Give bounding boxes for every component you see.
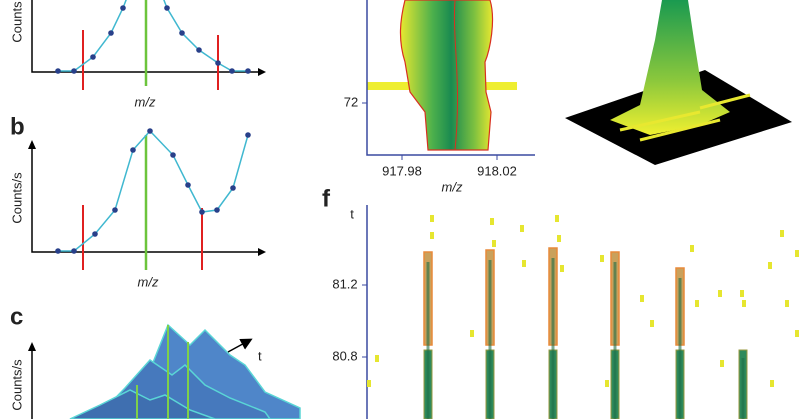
speck <box>430 215 434 222</box>
peak-layer <box>69 389 216 419</box>
sample-point <box>196 47 202 53</box>
sample-point <box>130 147 136 153</box>
trace-core <box>426 262 430 419</box>
axis-arrow <box>258 68 266 76</box>
sample-point <box>164 5 170 11</box>
contour <box>453 0 459 151</box>
sample-point <box>90 54 96 60</box>
sample-point <box>108 30 114 36</box>
speck <box>557 235 561 242</box>
trace-core <box>678 278 682 419</box>
sample-point <box>229 68 235 74</box>
y-tick-label: 80.8 <box>332 348 357 363</box>
panel-label: c <box>10 303 23 330</box>
sample-point <box>230 185 236 191</box>
axis-arrow <box>28 342 36 351</box>
speck <box>770 380 774 387</box>
speck <box>367 380 371 387</box>
x-label: m/z <box>138 274 159 289</box>
y-label: Counts <box>9 1 24 43</box>
trace-core <box>741 358 745 419</box>
y-tick-label: 72 <box>344 94 358 109</box>
speck <box>492 240 496 247</box>
speck <box>785 300 789 307</box>
speck <box>605 380 609 387</box>
sample-point <box>55 68 61 74</box>
surface-peak <box>610 0 730 135</box>
arrow-label: t <box>258 348 262 363</box>
trace-core <box>551 258 555 419</box>
profile-curve <box>58 0 248 72</box>
sample-point <box>147 128 153 134</box>
sample-point <box>215 60 221 66</box>
speck <box>520 225 524 232</box>
y-label: t <box>350 206 354 221</box>
trace-core <box>488 260 492 419</box>
speck <box>690 245 694 252</box>
sample-point <box>245 132 251 138</box>
axes <box>31 143 262 253</box>
trace-core <box>613 262 617 419</box>
speck <box>780 230 784 237</box>
speck <box>555 215 559 222</box>
panel-label: b <box>10 113 25 140</box>
speck <box>600 255 604 262</box>
sample-point <box>92 231 98 237</box>
sample-point <box>120 5 126 11</box>
sample-point <box>245 68 251 74</box>
x-tick-label: 917.98 <box>382 163 422 178</box>
sample-point <box>55 248 61 254</box>
speck <box>522 260 526 267</box>
center-line <box>136 325 189 419</box>
speck <box>720 360 724 367</box>
x-label: m/z <box>442 179 463 194</box>
speck <box>740 290 744 297</box>
heatmap-blob <box>399 0 494 151</box>
speck <box>375 355 379 362</box>
surface-streaks <box>619 93 751 142</box>
profile-curve <box>58 129 249 252</box>
sample-point <box>199 209 205 215</box>
tick-marks <box>362 102 498 160</box>
sample-point <box>214 207 220 213</box>
speck <box>695 300 699 307</box>
sample-point <box>71 248 77 254</box>
y-label: Counts/s <box>9 359 24 411</box>
time-arrow <box>227 338 253 353</box>
speck <box>650 320 654 327</box>
sample-point <box>179 30 185 36</box>
decorations <box>55 0 799 419</box>
axes <box>366 0 535 156</box>
speck <box>795 330 799 337</box>
speck <box>640 295 644 302</box>
speck <box>768 262 772 269</box>
tick-marks <box>362 284 367 358</box>
sample-point <box>170 152 176 158</box>
sample-point <box>112 207 118 213</box>
sample-point <box>71 68 77 74</box>
x-tick-label: 918.02 <box>477 163 517 178</box>
x-label: m/z <box>135 94 156 109</box>
y-label: Counts/s <box>9 172 24 224</box>
sample-point <box>185 182 191 188</box>
speck <box>430 232 434 239</box>
speck <box>795 250 799 257</box>
speck <box>470 330 474 337</box>
speck <box>718 290 722 297</box>
panel-label: f <box>322 185 331 212</box>
speck <box>742 300 746 307</box>
axes <box>31 0 262 73</box>
speck <box>490 218 494 225</box>
y-tick-label: 81.2 <box>332 276 357 291</box>
speck <box>560 265 564 272</box>
